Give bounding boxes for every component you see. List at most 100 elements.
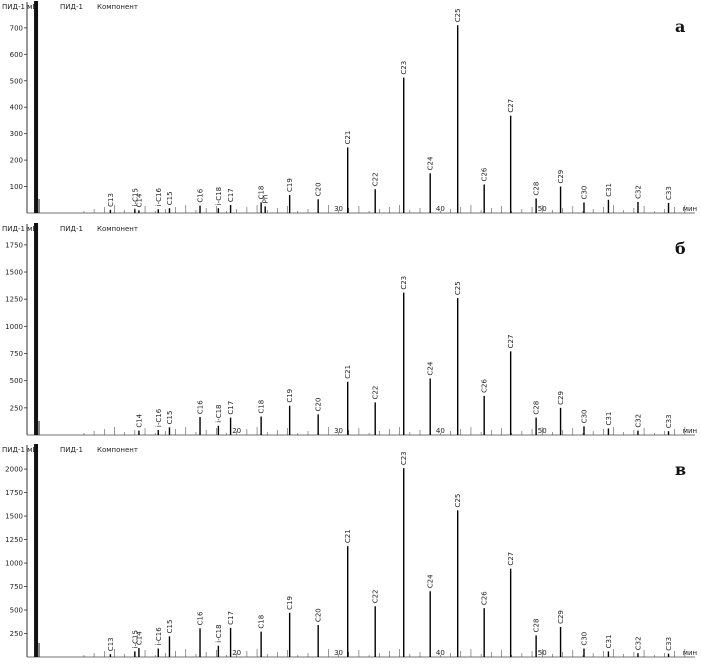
peak-label-C32: C32 — [634, 636, 642, 650]
header-detector: ПИД-1 — [60, 3, 83, 11]
peak-label-i-C18: i-C18 — [215, 187, 223, 205]
peak-label-C20: C20 — [315, 608, 323, 622]
peak-label-C29: C29 — [557, 170, 565, 184]
y-tick-label: 1250 — [5, 296, 23, 304]
peak-label-Ph: Ph — [262, 195, 270, 204]
y-tick-label: 500 — [10, 607, 23, 615]
panel-label: а — [675, 17, 685, 36]
peak-label-C25: C25 — [454, 281, 462, 295]
peak-label-i-C15: i-C15 — [131, 630, 139, 648]
time-marker-30: 30 — [334, 205, 343, 213]
solvent-peak — [34, 444, 39, 657]
peak-label-C32: C32 — [634, 414, 642, 428]
y-tick-label: 1750 — [5, 241, 23, 249]
peak-label-C23: C23 — [400, 61, 408, 75]
peak-label-C14: C14 — [135, 413, 143, 427]
peak-label-C15: C15 — [166, 191, 174, 205]
peak-label-C23: C23 — [400, 276, 408, 290]
peak-label-C28: C28 — [533, 401, 541, 415]
peak-label-C33: C33 — [665, 414, 673, 428]
peak-label-C18: C18 — [258, 400, 266, 414]
y-tick-label: 250 — [10, 404, 23, 412]
peak-label-i-C16: i-C16 — [155, 187, 163, 206]
peak-label-C30: C30 — [580, 186, 588, 200]
chromatogram-panel-2: ПИД-1 мВ ПИД-1 Компонент б 250 500 750 1000 1250… — [2, 223, 697, 436]
y-tick-label: 1000 — [5, 560, 23, 568]
peak-label-C31: C31 — [605, 635, 613, 649]
y-tick-label: 100 — [10, 183, 23, 191]
peak-label-C24: C24 — [427, 156, 435, 170]
y-tick-label: 1750 — [5, 489, 23, 497]
peak-label-C26: C26 — [481, 591, 489, 605]
time-marker-30: 30 — [334, 649, 343, 657]
peak-label-C15: C15 — [166, 620, 174, 634]
peak-label-C13: C13 — [107, 637, 115, 651]
header-component: Компонент — [97, 225, 138, 233]
y-tick-label: 1500 — [5, 269, 23, 277]
panel-label: б — [675, 239, 686, 258]
peak-label-C27: C27 — [507, 552, 515, 566]
peak-label-C18: C18 — [258, 186, 266, 200]
time-marker-40: 40 — [436, 205, 445, 213]
peak-label-C18: C18 — [258, 615, 266, 629]
header-detector-unit: ПИД-1 мВ — [2, 225, 37, 233]
y-tick-label: 750 — [10, 583, 23, 591]
header-detector-unit: ПИД-1 мВ — [2, 446, 37, 454]
peak-label-C20: C20 — [315, 398, 323, 412]
peak-label-C16: C16 — [197, 188, 205, 202]
peak-label-C24: C24 — [427, 574, 435, 588]
y-tick-label: 500 — [10, 77, 23, 85]
peak-label-C20: C20 — [315, 182, 323, 196]
y-tick-label: 250 — [10, 630, 23, 638]
peak-label-C24: C24 — [427, 361, 435, 375]
y-tick-label: 1500 — [5, 513, 23, 521]
time-marker-40: 40 — [436, 427, 445, 435]
peak-label-C17: C17 — [227, 611, 235, 625]
peak-label-C22: C22 — [372, 589, 380, 603]
peak-label-C28: C28 — [533, 619, 541, 633]
peak-label-C33: C33 — [665, 186, 673, 200]
peak-label-C28: C28 — [533, 182, 541, 196]
peak-label-C13: C13 — [107, 193, 115, 207]
time-marker-мин: мин — [683, 205, 697, 213]
peak-label-C17: C17 — [227, 188, 235, 202]
peak-label-C30: C30 — [580, 410, 588, 424]
y-tick-label: 700 — [10, 24, 23, 32]
peak-label-C26: C26 — [481, 379, 489, 393]
header-detector: ПИД-1 — [60, 225, 83, 233]
header-detector: ПИД-1 — [60, 446, 83, 454]
y-tick-label: 400 — [10, 104, 23, 112]
peak-label-i-C15: i-C15 — [131, 188, 139, 206]
peak-label-C25: C25 — [454, 494, 462, 508]
header-detector-unit: ПИД-1 мВ — [2, 3, 37, 11]
chromatogram-panel-1: ПИД-1 мВ ПИД-1 Компонент а 100 200 300 400 500 60… — [2, 1, 697, 214]
peak-label-C19: C19 — [286, 178, 294, 192]
peak-label-C17: C17 — [227, 401, 235, 415]
peak-label-C31: C31 — [605, 412, 613, 426]
peak-label-C22: C22 — [372, 386, 380, 400]
header-component: Компонент — [97, 446, 138, 454]
y-tick-label: 750 — [10, 350, 23, 358]
y-tick-label: 2000 — [5, 466, 23, 474]
peak-label-C14: C14 — [135, 193, 143, 207]
y-tick-label: 600 — [10, 51, 23, 59]
chromatogram-panel-3: ПИД-1 мВ ПИД-1 Компонент в 250 500 750 1000 1250… — [2, 444, 697, 658]
time-marker-30: 30 — [334, 427, 343, 435]
peak-label-C25: C25 — [454, 8, 462, 22]
peak-label-C14: C14 — [135, 631, 143, 645]
y-tick-label: 300 — [10, 130, 23, 138]
y-tick-label: 1000 — [5, 323, 23, 331]
peak-label-C19: C19 — [286, 596, 294, 610]
peak-label-C33: C33 — [665, 637, 673, 651]
peak-label-C32: C32 — [634, 185, 642, 199]
peak-label-i-C18: i-C18 — [215, 404, 223, 422]
peak-label-C31: C31 — [605, 183, 613, 197]
y-tick-label: 200 — [10, 157, 23, 165]
peak-label-C21: C21 — [344, 529, 352, 543]
peak-label-C23: C23 — [400, 451, 408, 465]
peak-label-C30: C30 — [580, 632, 588, 646]
panel-label: в — [675, 460, 686, 479]
time-marker-40: 40 — [436, 649, 445, 657]
